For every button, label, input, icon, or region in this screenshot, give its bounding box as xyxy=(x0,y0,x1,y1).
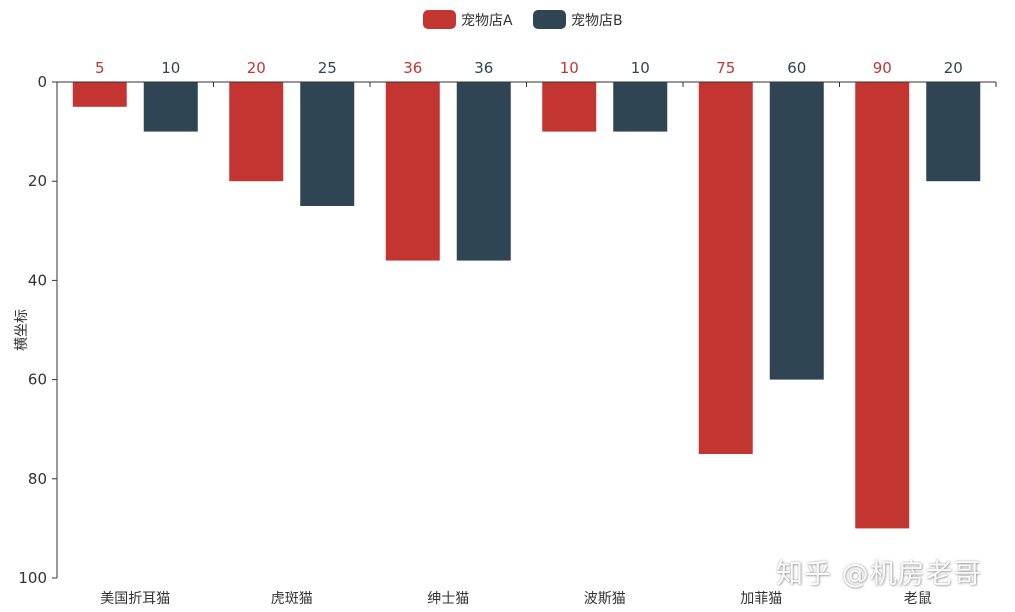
bar-2-5[interactable] xyxy=(769,82,824,380)
y-tick-label-4: 80 xyxy=(28,470,47,488)
bar-2-6[interactable] xyxy=(926,82,981,182)
x-tick-label-6: 老鼠 xyxy=(904,591,932,607)
x-tick-label-1: 美国折耳猫 xyxy=(100,591,170,607)
watermark: 知乎 @机房老哥 xyxy=(776,559,982,590)
legend-label-1[interactable]: 宠物店A xyxy=(461,13,513,29)
y-tick-label-3: 60 xyxy=(28,371,47,389)
data-label-1-3: 36 xyxy=(403,59,422,77)
data-labels: 5 10 20 25 36 36 10 10 75 60 90 20 xyxy=(95,59,963,77)
data-label-1-4: 10 xyxy=(560,59,579,77)
legend-swatch-1[interactable] xyxy=(423,10,456,29)
bar-2-4[interactable] xyxy=(613,82,668,132)
data-label-2-4: 10 xyxy=(631,59,650,77)
x-tick-label-3: 绅士猫 xyxy=(427,591,469,607)
bar-1-5[interactable] xyxy=(698,82,753,454)
bar-1-4[interactable] xyxy=(542,82,597,132)
x-tick-label-4: 波斯猫 xyxy=(584,591,626,607)
data-label-1-5: 75 xyxy=(716,59,735,77)
bar-1-3[interactable] xyxy=(385,82,440,261)
y-tick-label-5: 100 xyxy=(18,569,47,587)
data-label-1-1: 5 xyxy=(95,59,105,77)
axes: 美国折耳猫 虎斑猫 绅士猫 波斯猫 加菲猫 老鼠 0 20 40 60 80 100 横坐标 xyxy=(14,73,997,607)
legend-swatch-2[interactable] xyxy=(533,10,566,29)
y-tick-label-1: 20 xyxy=(28,172,47,190)
bar-1-1[interactable] xyxy=(72,82,127,107)
data-label-2-2: 25 xyxy=(318,59,337,77)
data-label-2-1: 10 xyxy=(161,59,180,77)
bar-2-3[interactable] xyxy=(456,82,511,261)
legend: 宠物店A 宠物店B xyxy=(423,10,623,29)
bar-1-6[interactable] xyxy=(855,82,910,529)
data-label-2-3: 36 xyxy=(474,59,493,77)
x-tick-label-2: 虎斑猫 xyxy=(271,591,313,607)
bar-series xyxy=(72,82,981,529)
legend-label-2[interactable]: 宠物店B xyxy=(571,13,623,29)
data-label-1-2: 20 xyxy=(247,59,266,77)
data-label-2-6: 20 xyxy=(944,59,963,77)
bar-1-2[interactable] xyxy=(229,82,284,182)
y-axis-title: 横坐标 xyxy=(14,309,30,351)
data-label-2-5: 60 xyxy=(787,59,806,77)
bar-2-1[interactable] xyxy=(143,82,198,132)
x-tick-label-5: 加菲猫 xyxy=(740,591,782,607)
bar-2-2[interactable] xyxy=(300,82,355,206)
data-label-1-6: 90 xyxy=(873,59,892,77)
y-tick-label-2: 40 xyxy=(28,271,47,289)
y-tick-label-0: 0 xyxy=(37,73,47,91)
